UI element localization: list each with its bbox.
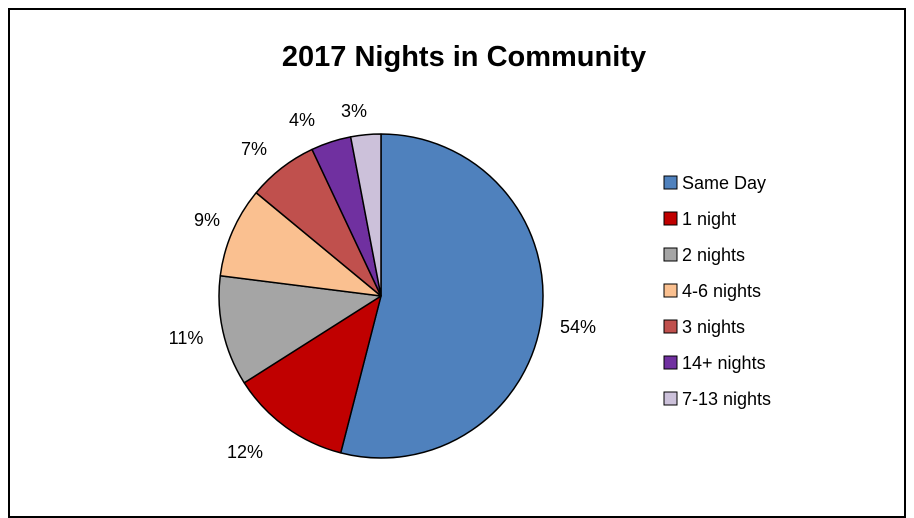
legend-swatch	[663, 391, 678, 406]
pie-data-labels: 54% 12% 11% 9% 7% 4% 3%	[169, 101, 596, 462]
data-label: 4%	[289, 110, 315, 130]
chart-title: 2017 Nights in Community	[282, 41, 646, 73]
legend-swatch	[663, 247, 678, 262]
pie-chart: 2017 Nights in Community 54% 12% 11% 9% 7% 4%…	[169, 41, 771, 462]
data-label: 12%	[227, 442, 263, 462]
pie-slice-same-day	[339, 133, 544, 459]
chart-legend: Same Day 1 night 2 nights 4-6 nights 3 night…	[663, 173, 771, 409]
data-label: 11%	[169, 328, 204, 348]
pie-slices	[218, 133, 544, 459]
pie-slice-2-nights	[218, 274, 382, 384]
legend-swatch	[663, 211, 678, 226]
data-label: 54%	[560, 317, 596, 337]
legend-swatch	[663, 175, 678, 190]
legend-label: 7-13 nights	[682, 389, 771, 409]
data-label: 9%	[194, 210, 220, 230]
legend-swatch	[663, 283, 678, 298]
legend-swatch	[663, 319, 678, 334]
data-label: 3%	[341, 101, 367, 121]
legend-label: Same Day	[682, 173, 766, 193]
pie-slice-7-13-nights	[349, 133, 382, 297]
legend-label: 2 nights	[682, 245, 745, 265]
pie-slice-1-night	[243, 295, 382, 454]
legend-label: 14+ nights	[682, 353, 766, 373]
legend-label: 3 nights	[682, 317, 745, 337]
legend-swatch	[663, 355, 678, 370]
data-label: 7%	[241, 139, 267, 159]
legend-label: 1 night	[682, 209, 736, 229]
pie-slice-4-6-nights	[219, 191, 382, 297]
legend-label: 4-6 nights	[682, 281, 761, 301]
